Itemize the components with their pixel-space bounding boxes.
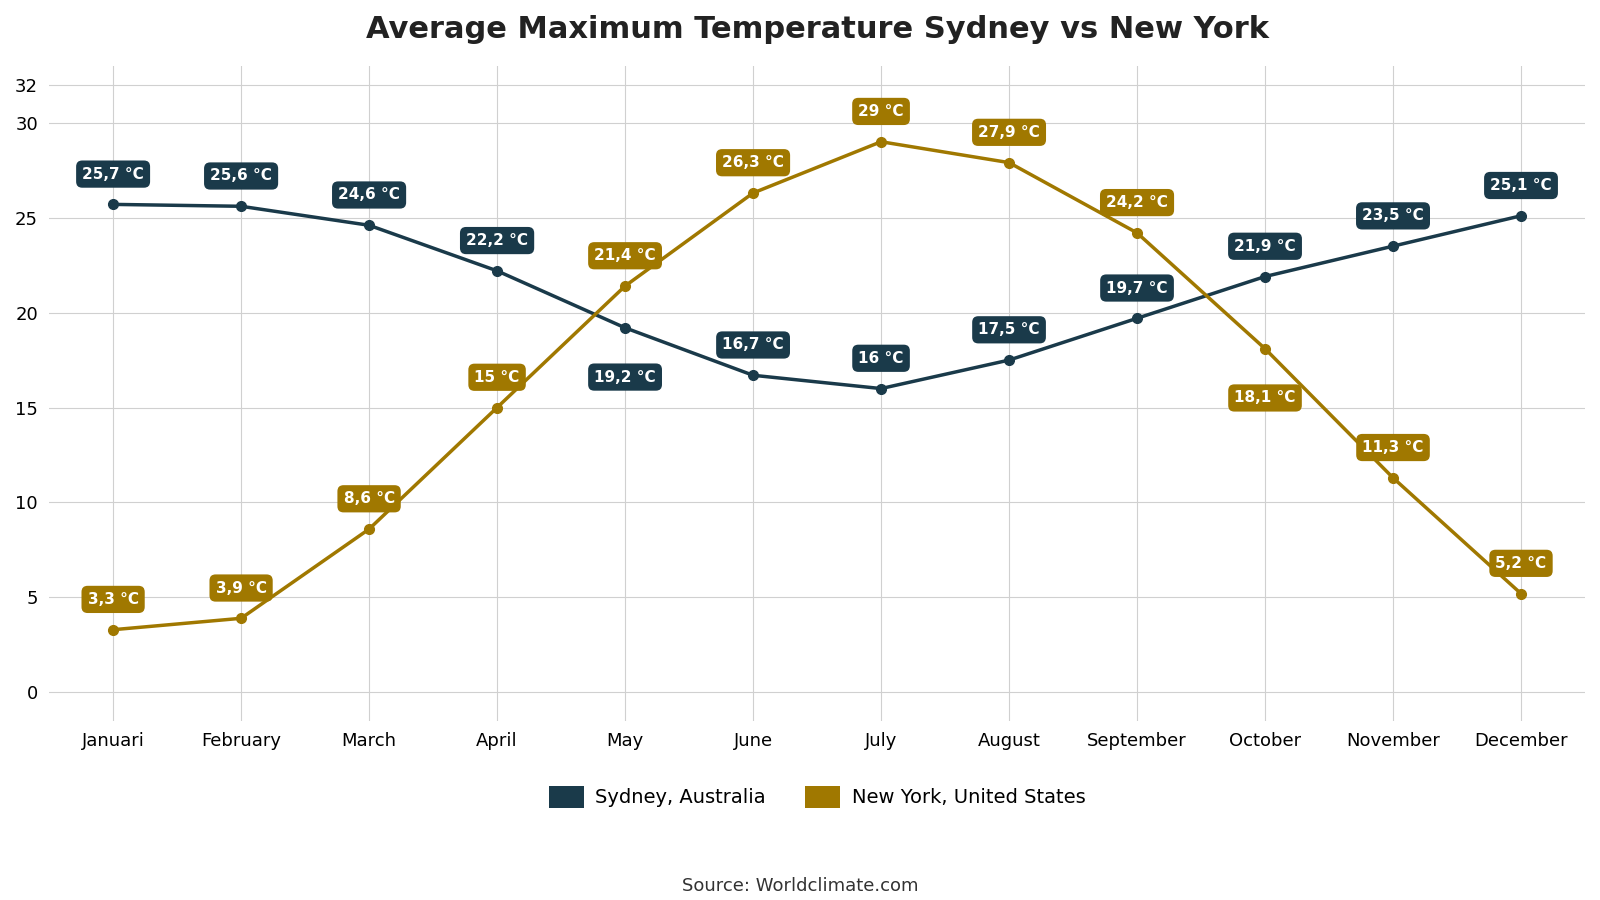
Text: 3,9 °C: 3,9 °C (216, 580, 267, 596)
Text: 24,2 °C: 24,2 °C (1106, 195, 1168, 210)
Text: 16,7 °C: 16,7 °C (722, 338, 784, 353)
Text: 15 °C: 15 °C (475, 370, 520, 385)
Text: 11,3 °C: 11,3 °C (1362, 440, 1424, 455)
Text: 5,2 °C: 5,2 °C (1496, 556, 1547, 571)
Title: Average Maximum Temperature Sydney vs New York: Average Maximum Temperature Sydney vs Ne… (365, 15, 1269, 44)
Text: 21,9 °C: 21,9 °C (1234, 238, 1296, 254)
Text: 16 °C: 16 °C (858, 351, 904, 365)
Text: 27,9 °C: 27,9 °C (978, 125, 1040, 140)
Text: 19,7 °C: 19,7 °C (1106, 281, 1168, 295)
Text: 25,6 °C: 25,6 °C (210, 168, 272, 184)
Text: 19,2 °C: 19,2 °C (594, 370, 656, 384)
Text: 24,6 °C: 24,6 °C (338, 187, 400, 202)
Text: Source: Worldclimate.com: Source: Worldclimate.com (682, 877, 918, 895)
Text: 17,5 °C: 17,5 °C (978, 322, 1040, 338)
Text: 21,4 °C: 21,4 °C (594, 248, 656, 263)
Text: 18,1 °C: 18,1 °C (1234, 391, 1296, 406)
Text: 25,1 °C: 25,1 °C (1490, 178, 1552, 193)
Text: 23,5 °C: 23,5 °C (1362, 209, 1424, 223)
Legend: Sydney, Australia, New York, United States: Sydney, Australia, New York, United Stat… (541, 778, 1093, 816)
Text: 3,3 °C: 3,3 °C (88, 592, 139, 607)
Text: 29 °C: 29 °C (858, 104, 904, 119)
Text: 8,6 °C: 8,6 °C (344, 491, 395, 507)
Text: 25,7 °C: 25,7 °C (82, 166, 144, 182)
Text: 22,2 °C: 22,2 °C (466, 233, 528, 248)
Text: 26,3 °C: 26,3 °C (722, 155, 784, 170)
